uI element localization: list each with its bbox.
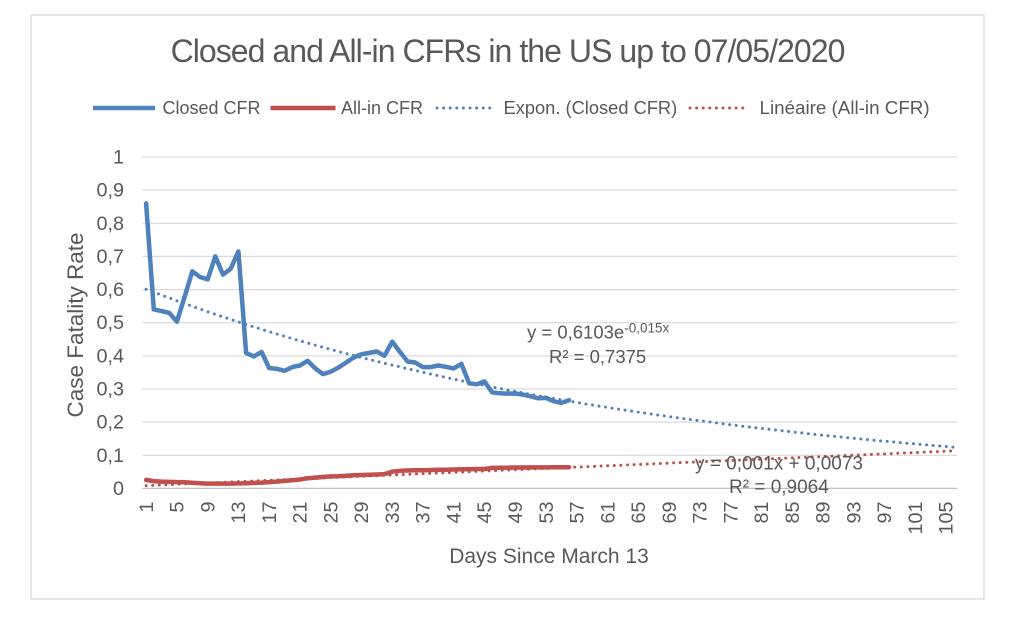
svg-text:0,1: 0,1 bbox=[97, 445, 125, 467]
svg-text:97: 97 bbox=[874, 502, 896, 524]
svg-text:0,7: 0,7 bbox=[97, 246, 125, 268]
svg-text:0,6: 0,6 bbox=[97, 279, 125, 301]
svg-text:1: 1 bbox=[113, 147, 124, 169]
svg-text:85: 85 bbox=[782, 502, 804, 524]
svg-text:53: 53 bbox=[536, 502, 558, 524]
svg-text:All-in CFR: All-in CFR bbox=[341, 98, 423, 118]
svg-text:93: 93 bbox=[843, 502, 865, 524]
svg-text:37: 37 bbox=[413, 502, 435, 524]
svg-text:89: 89 bbox=[813, 502, 835, 524]
svg-text:101: 101 bbox=[905, 502, 927, 535]
svg-text:49: 49 bbox=[505, 502, 527, 524]
svg-text:65: 65 bbox=[628, 502, 650, 524]
svg-text:73: 73 bbox=[690, 502, 712, 524]
svg-text:0,5: 0,5 bbox=[97, 312, 125, 334]
svg-text:Closed and All-in CFRs in the: Closed and All-in CFRs in the US up to 0… bbox=[171, 33, 845, 69]
svg-text:Case Fatality Rate: Case Fatality Rate bbox=[63, 232, 88, 417]
svg-text:57: 57 bbox=[567, 502, 589, 524]
svg-text:45: 45 bbox=[474, 502, 496, 524]
svg-text:77: 77 bbox=[720, 502, 742, 524]
svg-text:13: 13 bbox=[228, 502, 250, 524]
svg-text:105: 105 bbox=[936, 502, 958, 535]
svg-text:0,4: 0,4 bbox=[97, 345, 125, 367]
svg-text:0,9: 0,9 bbox=[97, 180, 125, 202]
svg-text:41: 41 bbox=[444, 502, 466, 524]
svg-text:25: 25 bbox=[321, 502, 343, 524]
svg-text:0: 0 bbox=[113, 478, 124, 500]
svg-text:81: 81 bbox=[751, 502, 773, 524]
svg-text:R² = 0,7375: R² = 0,7375 bbox=[549, 346, 646, 367]
svg-text:y = 0,001x + 0,0073: y = 0,001x + 0,0073 bbox=[695, 454, 863, 475]
svg-text:61: 61 bbox=[597, 502, 619, 524]
svg-text:0,8: 0,8 bbox=[97, 213, 125, 235]
svg-text:33: 33 bbox=[382, 502, 404, 524]
svg-text:0,2: 0,2 bbox=[97, 412, 125, 434]
svg-text:Linéaire (All-in CFR): Linéaire (All-in CFR) bbox=[760, 97, 930, 118]
svg-text:17: 17 bbox=[259, 502, 281, 524]
svg-text:R² = 0,9064: R² = 0,9064 bbox=[729, 477, 829, 498]
svg-text:29: 29 bbox=[351, 502, 373, 524]
svg-text:Expon. (Closed CFR): Expon. (Closed CFR) bbox=[504, 97, 678, 118]
svg-text:Days Since March 13: Days Since March 13 bbox=[449, 545, 649, 568]
svg-text:69: 69 bbox=[659, 502, 681, 524]
svg-text:9: 9 bbox=[198, 502, 220, 513]
svg-text:5: 5 bbox=[167, 502, 189, 513]
svg-text:1: 1 bbox=[136, 502, 158, 513]
svg-text:21: 21 bbox=[290, 502, 312, 524]
svg-text:Closed CFR: Closed CFR bbox=[163, 98, 261, 118]
svg-text:0,3: 0,3 bbox=[97, 379, 125, 401]
